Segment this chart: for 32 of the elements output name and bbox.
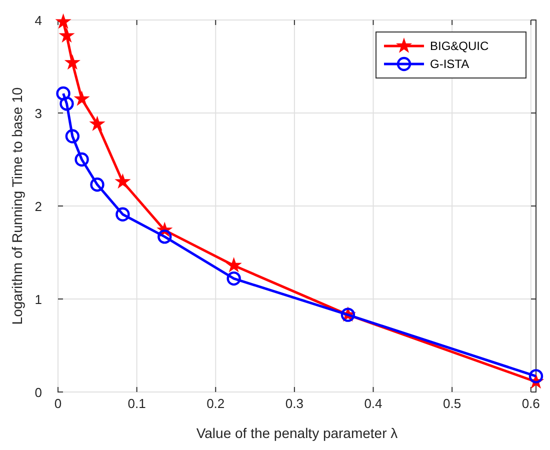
point bbox=[116, 174, 130, 188]
x-tick-label: 0 bbox=[54, 396, 62, 411]
legend-label: G-ISTA bbox=[430, 57, 470, 71]
point bbox=[56, 86, 70, 101]
y-tick-label: 4 bbox=[34, 13, 42, 28]
point bbox=[56, 14, 70, 28]
legend-label: BIG&QUIC bbox=[430, 39, 490, 53]
point bbox=[60, 96, 74, 111]
point bbox=[60, 28, 74, 42]
point bbox=[74, 92, 89, 106]
y-tick-label: 1 bbox=[34, 292, 42, 307]
x-tick-label: 0.5 bbox=[443, 396, 462, 411]
point bbox=[90, 116, 104, 130]
point bbox=[116, 207, 130, 222]
point bbox=[528, 369, 544, 384]
x-tick-label: 0.4 bbox=[364, 396, 382, 411]
y-axis-title: Logarithm of Running Time to base 10 bbox=[9, 87, 25, 325]
x-tick-label: 0.6 bbox=[522, 396, 540, 411]
point bbox=[65, 55, 80, 69]
x-axis-title: Value of the penalty parameter λ bbox=[196, 425, 398, 441]
x-tick-label: 0.2 bbox=[206, 396, 225, 411]
point bbox=[226, 271, 241, 286]
point bbox=[226, 258, 241, 272]
point bbox=[74, 152, 89, 167]
point bbox=[90, 178, 104, 192]
y-tick-label: 3 bbox=[34, 106, 42, 121]
x-tick-label: 0.3 bbox=[285, 396, 304, 411]
y-tick-label: 0 bbox=[34, 385, 42, 400]
x-tick-label: 0.1 bbox=[128, 396, 146, 411]
y-tick-label: 2 bbox=[34, 199, 42, 214]
point bbox=[65, 129, 80, 144]
point bbox=[158, 230, 172, 244]
